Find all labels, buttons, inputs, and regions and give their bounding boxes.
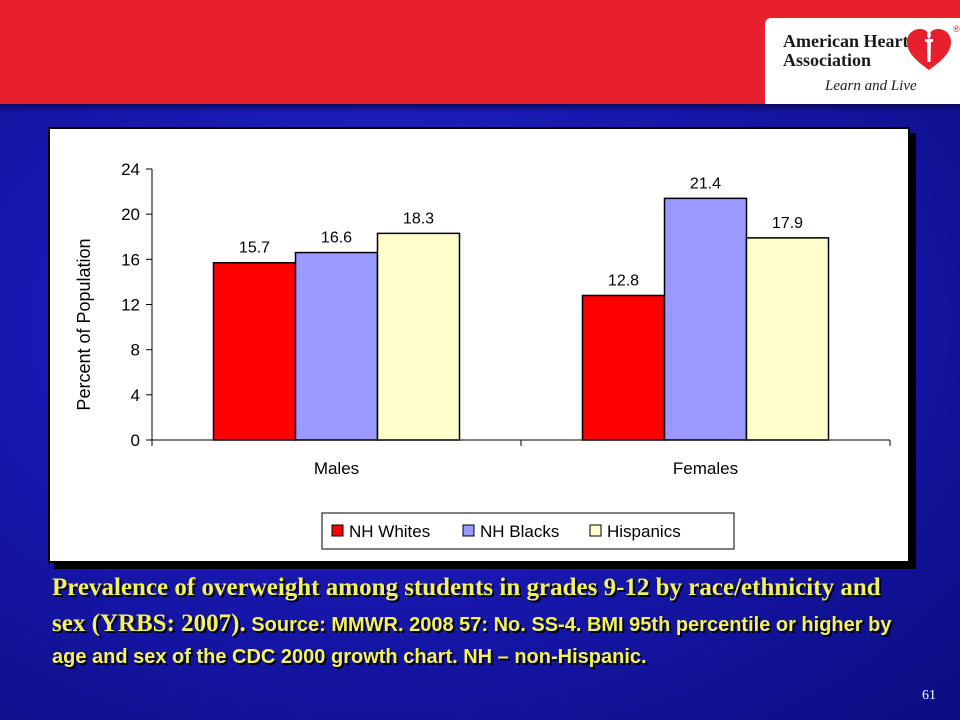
bar-data-labels: 15.7 16.6 18.3 12.8 21.4 17.9 xyxy=(239,175,803,289)
logo-line-2: Association xyxy=(783,50,872,70)
bar-data-label: 17.9 xyxy=(772,215,803,232)
bar-data-label: 12.8 xyxy=(608,272,639,289)
bar-data-label: 21.4 xyxy=(690,175,721,192)
caption-title: Prevalence of overweight among students … xyxy=(52,574,881,637)
bar-data-label: 18.3 xyxy=(403,210,434,227)
y-axis-label: Percent of Population xyxy=(74,238,94,410)
logo-tagline: Learn and Live xyxy=(825,78,917,94)
legend-label: NH Whites xyxy=(349,522,430,541)
bars xyxy=(212,197,830,441)
bar-data-label: 16.6 xyxy=(321,230,352,247)
y-tick-label: 12 xyxy=(121,296,140,315)
slide-caption: Prevalence of overweight among students … xyxy=(52,570,912,672)
header-band-shadow xyxy=(0,104,960,112)
x-category-label: Males xyxy=(314,459,359,478)
page-number: 61 xyxy=(922,688,936,703)
y-tick-label: 8 xyxy=(131,341,140,360)
y-tick-label: 16 xyxy=(121,250,140,269)
bar-data-label: 15.7 xyxy=(239,240,270,257)
bar xyxy=(212,261,297,441)
y-tick-label: 0 xyxy=(131,431,140,450)
heart-torch-icon xyxy=(907,29,951,70)
logo-wordmark: American Heart Association xyxy=(783,32,908,70)
legend-label: NH Blacks xyxy=(480,522,559,541)
y-tick-label: 24 xyxy=(121,160,140,179)
legend-swatch xyxy=(462,524,475,537)
y-tick-label: 4 xyxy=(131,386,140,405)
legend-box xyxy=(321,512,735,550)
x-ticks: Males Females xyxy=(151,440,891,478)
y-ticks: 0 4 8 12 16 20 24 xyxy=(121,160,152,450)
chart-panel: 0 4 8 12 16 20 24 15.7 16.6 18.3 12.8 21.4 17.9 Mal… xyxy=(48,127,910,563)
bar xyxy=(294,251,379,441)
y-tick-label: 20 xyxy=(121,205,140,224)
legend-swatch xyxy=(589,524,602,537)
bar xyxy=(376,232,461,441)
legend-label: Hispanics xyxy=(607,522,681,541)
bar xyxy=(581,294,666,441)
aha-logo: American Heart Association Learn and Liv… xyxy=(765,18,960,104)
caption-source: Source: MMWR. 2008 57: No. SS-4. BMI 95t… xyxy=(52,614,892,668)
chart-legend: NH Whites NH Blacks Hispanics xyxy=(321,512,735,550)
x-category-label: Females xyxy=(673,459,738,478)
bar-chart: 0 4 8 12 16 20 24 15.7 16.6 18.3 12.8 21.4 17.9 Mal… xyxy=(74,160,891,550)
registered-mark: ® xyxy=(953,24,960,34)
logo-line-1: American Heart xyxy=(783,31,909,51)
bar xyxy=(745,237,830,441)
caption-study: (YRBS: 2007). xyxy=(91,610,246,637)
bar xyxy=(663,197,748,441)
legend-swatch xyxy=(331,524,344,537)
